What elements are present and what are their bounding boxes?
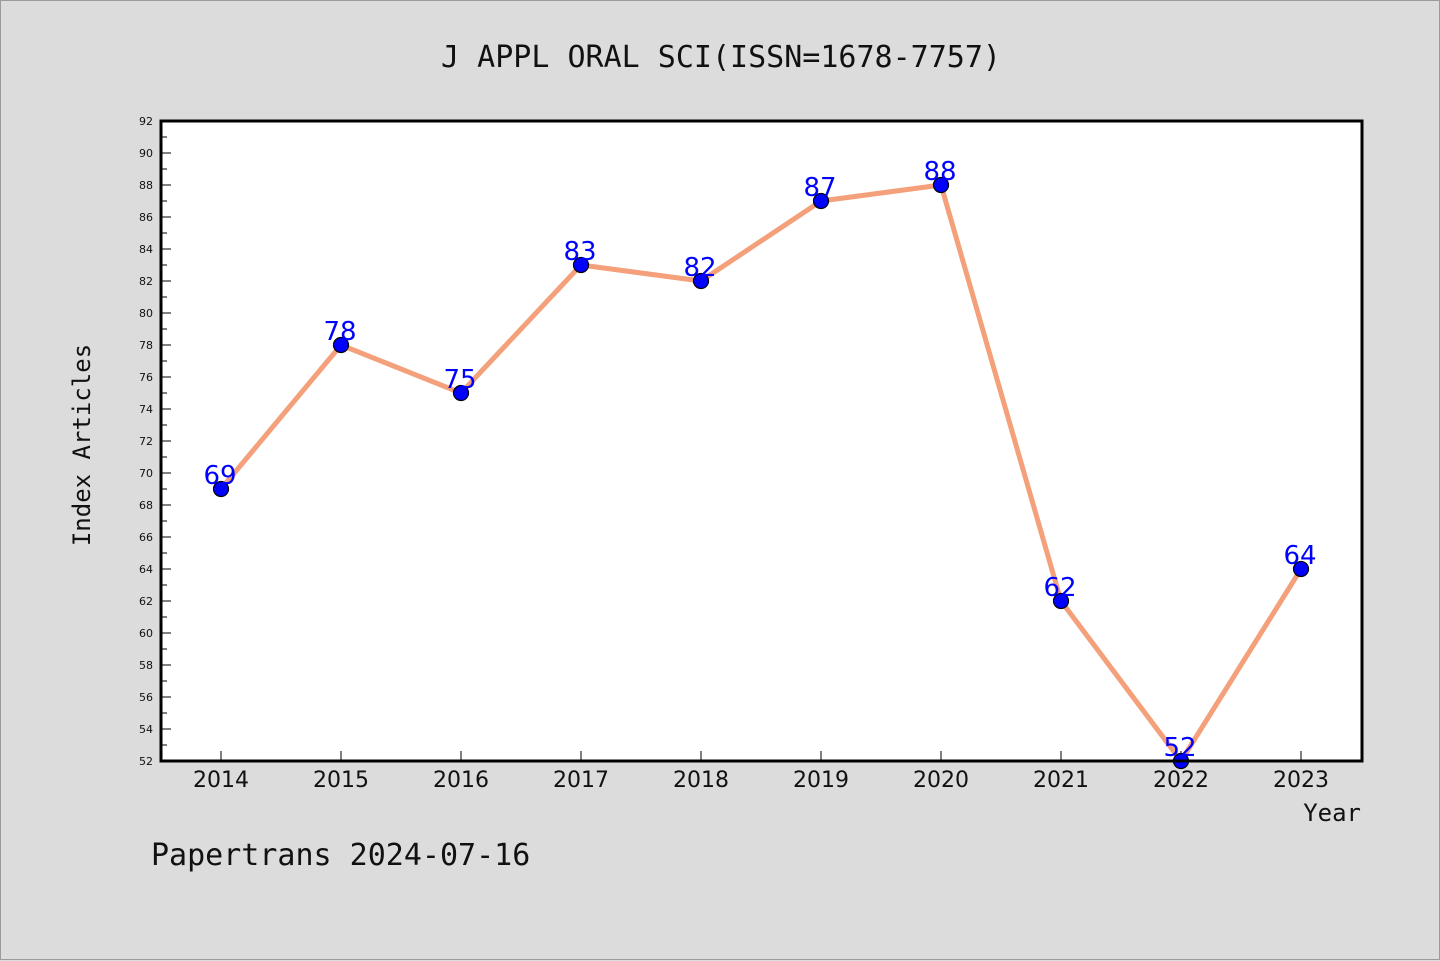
x-tick-label: 2016 xyxy=(433,768,489,793)
y-axis-title: Index Articles xyxy=(68,344,96,546)
y-tick-label: 76 xyxy=(139,371,153,384)
y-tick-label: 80 xyxy=(139,307,153,320)
footer-credit: Papertrans 2024-07-16 xyxy=(151,838,530,873)
series-line xyxy=(218,182,1304,764)
x-tick-label: 2017 xyxy=(553,768,609,793)
y-tick-label: 52 xyxy=(139,755,153,768)
data-point-marker xyxy=(932,176,950,194)
data-point-label: 82 xyxy=(683,253,716,283)
data-point-marker xyxy=(1052,592,1070,610)
data-point-label: 52 xyxy=(1163,733,1196,763)
plot-border xyxy=(159,119,1364,763)
x-axis-title: Year xyxy=(1303,799,1361,827)
y-tick-label: 62 xyxy=(139,595,153,608)
y-tick-label: 82 xyxy=(139,275,153,288)
y-tick-label: 64 xyxy=(139,563,153,576)
data-labels: 69 78 75 83 82 87 88 62 52 64 xyxy=(203,157,1316,763)
data-point-marker xyxy=(692,272,710,290)
y-tick-label: 88 xyxy=(139,179,153,192)
data-point-label: 62 xyxy=(1043,573,1076,603)
y-tick-label: 72 xyxy=(139,435,153,448)
x-axis-ticks: 2014 2015 2016 2017 2018 2019 2020 2021 2022 2023 xyxy=(193,751,1329,793)
data-point-label: 88 xyxy=(923,157,956,187)
y-tick-label: 70 xyxy=(139,467,153,480)
data-point-label: 78 xyxy=(323,317,356,347)
x-tick-label: 2021 xyxy=(1033,768,1089,793)
x-tick-label: 2015 xyxy=(313,768,369,793)
chart-title: J APPL ORAL SCI(ISSN=1678-7757) xyxy=(441,40,1001,75)
data-point-marker xyxy=(812,192,830,210)
y-tick-label: 60 xyxy=(139,627,153,640)
data-point-marker xyxy=(452,384,470,402)
data-point-label: 69 xyxy=(203,461,236,491)
x-tick-label: 2020 xyxy=(913,768,969,793)
y-tick-label: 78 xyxy=(139,339,153,352)
y-tick-label: 92 xyxy=(139,115,153,128)
data-point-label: 83 xyxy=(563,237,596,267)
y-tick-label: 56 xyxy=(139,691,153,704)
data-series xyxy=(212,176,1310,770)
data-point-marker xyxy=(332,336,350,354)
x-tick-label: 2022 xyxy=(1153,768,1209,793)
y-tick-label: 58 xyxy=(139,659,153,672)
y-tick-label: 84 xyxy=(139,243,153,256)
data-point-label: 87 xyxy=(803,173,836,203)
data-point-marker xyxy=(572,256,590,274)
y-tick-label: 74 xyxy=(139,403,153,416)
x-tick-label: 2014 xyxy=(193,768,249,793)
data-point-marker xyxy=(1292,560,1310,578)
y-tick-label: 68 xyxy=(139,499,153,512)
y-tick-label: 90 xyxy=(139,147,153,160)
x-tick-label: 2019 xyxy=(793,768,849,793)
x-tick-label: 2023 xyxy=(1273,768,1329,793)
x-tick-label: 2018 xyxy=(673,768,729,793)
y-tick-label: 66 xyxy=(139,531,153,544)
y-tick-label: 86 xyxy=(139,211,153,224)
y-tick-label: 54 xyxy=(139,723,153,736)
data-point-marker xyxy=(212,480,230,498)
data-point-label: 75 xyxy=(443,365,476,395)
plot-area xyxy=(161,121,1362,761)
y-axis-ticks: 52 54 56 58 60 62 64 66 68 70 72 74 76 78 80 82 84 86 88 90… xyxy=(139,115,171,768)
data-point-label: 64 xyxy=(1283,541,1316,571)
